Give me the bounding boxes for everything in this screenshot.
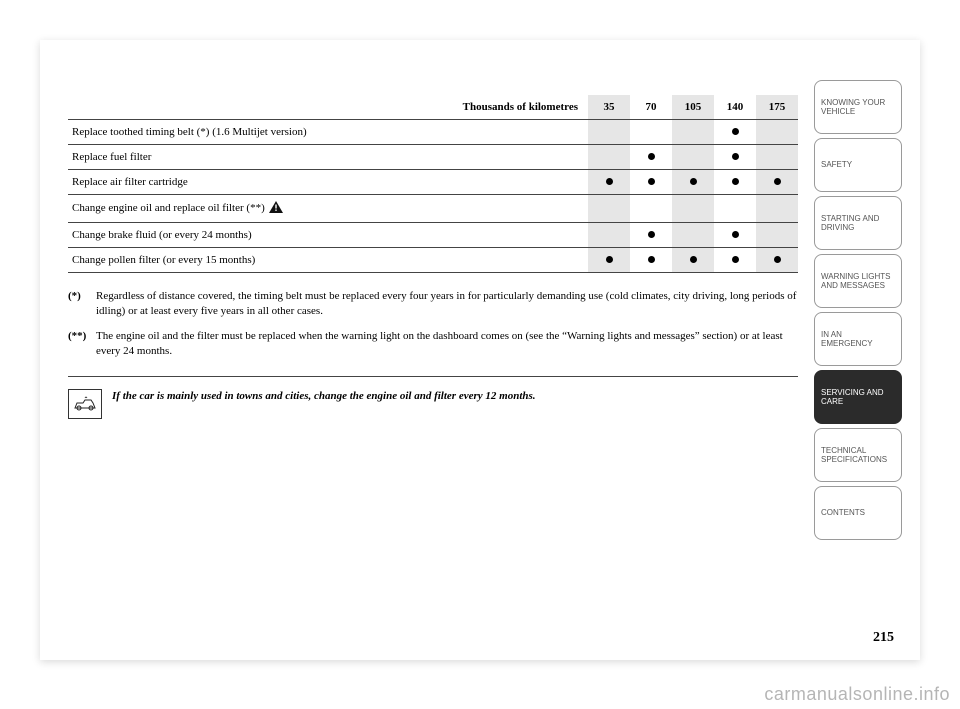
table-row: Replace fuel filter [68,145,798,170]
section-tab[interactable]: CONTENTS [814,486,902,540]
cell [714,120,756,145]
cell [630,223,672,248]
dot-icon [648,153,655,160]
header-col-70: 70 [630,95,672,120]
cell [714,145,756,170]
section-tab[interactable]: IN AN EMERGENCY [814,312,902,366]
section-tab[interactable]: SERVICING AND CARE [814,370,902,424]
table-body: Replace toothed timing belt (*) (1.6 Mul… [68,120,798,273]
car-oil-icon [68,389,102,419]
dot-icon [606,256,613,263]
cell [588,223,630,248]
dot-icon [774,256,781,263]
footnote-text: Regardless of distance covered, the timi… [96,289,798,319]
page-number: 215 [873,630,894,646]
header-col-140: 140 [714,95,756,120]
header-label: Thousands of kilometres [68,95,588,120]
row-label: Replace toothed timing belt (*) (1.6 Mul… [68,120,588,145]
dot-icon [732,231,739,238]
header-col-105: 105 [672,95,714,120]
footnote-mark: (**) [68,329,96,359]
section-tab[interactable]: KNOWING YOUR VEHICLE [814,80,902,134]
manual-page: Thousands of kilometres 35 70 105 140 17… [40,40,920,660]
cell [714,195,756,223]
table-header-row: Thousands of kilometres 35 70 105 140 17… [68,95,798,120]
footnotes: (*)Regardless of distance covered, the t… [68,289,798,358]
cell [672,145,714,170]
dot-icon [690,178,697,185]
cell [672,248,714,273]
content-area: Thousands of kilometres 35 70 105 140 17… [68,95,798,419]
dot-icon [690,256,697,263]
table-row: Change brake fluid (or every 24 months) [68,223,798,248]
cell [672,170,714,195]
cell [588,120,630,145]
cell [714,170,756,195]
cell [714,248,756,273]
cell [756,120,798,145]
table-row: Replace air filter cartridge [68,170,798,195]
row-label: Change engine oil and replace oil filter… [68,195,588,223]
footnote: (*)Regardless of distance covered, the t… [68,289,798,319]
cell [672,223,714,248]
dot-icon [648,178,655,185]
section-tab[interactable]: STARTING AND DRIVING [814,196,902,250]
cell [630,170,672,195]
section-tab[interactable]: WARNING LIGHTS AND MESSAGES [814,254,902,308]
cell [756,170,798,195]
dot-icon [774,178,781,185]
watermark: carmanualsonline.info [764,684,950,705]
dot-icon [732,178,739,185]
section-tab[interactable]: TECHNICAL SPECIFICATIONS [814,428,902,482]
cell [630,248,672,273]
dot-icon [732,128,739,135]
cell [588,248,630,273]
divider [68,376,798,377]
header-col-175: 175 [756,95,798,120]
section-tab[interactable]: SAFETY [814,138,902,192]
dot-icon [732,256,739,263]
footnote-text: The engine oil and the filter must be re… [96,329,798,359]
header-col-35: 35 [588,95,630,120]
cell [588,145,630,170]
dot-icon [648,231,655,238]
row-label: Replace air filter cartridge [68,170,588,195]
cell [756,223,798,248]
cell [672,120,714,145]
service-schedule-table: Thousands of kilometres 35 70 105 140 17… [68,95,798,273]
cell [756,248,798,273]
warning-triangle-icon [269,201,283,216]
cell [588,195,630,223]
table-row: Change pollen filter (or every 15 months… [68,248,798,273]
row-label: Change brake fluid (or every 24 months) [68,223,588,248]
table-row: Change engine oil and replace oil filter… [68,195,798,223]
cell [672,195,714,223]
footnote: (**)The engine oil and the filter must b… [68,329,798,359]
table-row: Replace toothed timing belt (*) (1.6 Mul… [68,120,798,145]
dot-icon [732,153,739,160]
cell [756,195,798,223]
section-tabs: KNOWING YOUR VEHICLESAFETYSTARTING AND D… [814,80,902,544]
cell [630,195,672,223]
cell [756,145,798,170]
row-label: Replace fuel filter [68,145,588,170]
cell [630,120,672,145]
dot-icon [606,178,613,185]
cell [630,145,672,170]
footnote-mark: (*) [68,289,96,319]
row-label: Change pollen filter (or every 15 months… [68,248,588,273]
cell [714,223,756,248]
dot-icon [648,256,655,263]
note-box: If the car is mainly used in towns and c… [68,389,798,419]
cell [588,170,630,195]
note-text: If the car is mainly used in towns and c… [112,389,536,403]
